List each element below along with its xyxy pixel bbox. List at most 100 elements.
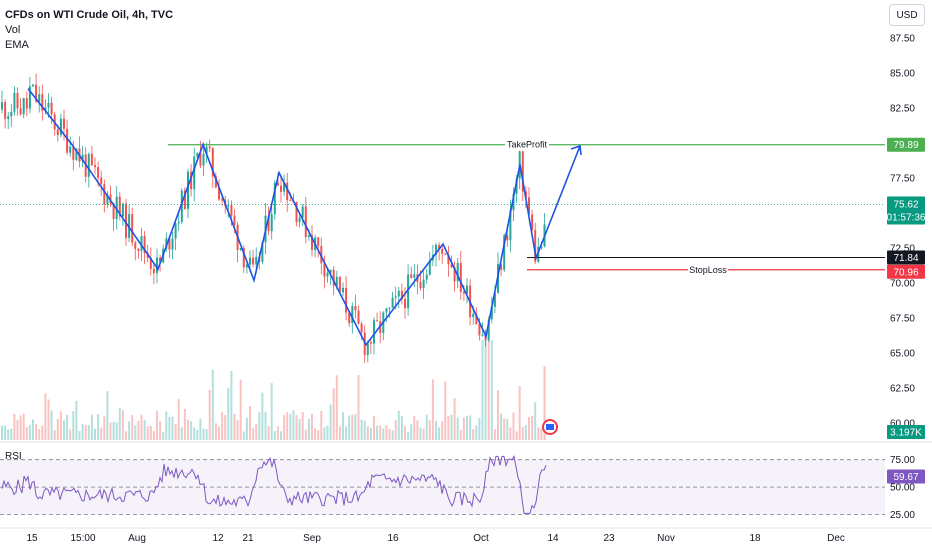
volume-bar <box>72 411 75 440</box>
pattern-zigzag-line[interactable] <box>27 88 581 347</box>
volume-bar <box>298 418 301 440</box>
candle-body <box>373 320 375 344</box>
candle-body <box>4 102 7 119</box>
volume-bar <box>205 429 208 440</box>
candle-body <box>56 129 59 136</box>
stop-loss-price-tag: 70.96 <box>893 267 918 278</box>
volume-bar <box>345 426 348 440</box>
candle-body <box>444 253 447 255</box>
volume-bar <box>171 416 174 440</box>
candle-body <box>38 94 41 102</box>
rsi-tick-label: 25.00 <box>890 510 915 521</box>
volume-bar <box>410 424 413 440</box>
candle-body <box>404 298 406 309</box>
rsi-value-tag-bg <box>887 469 925 484</box>
volume-bar <box>320 410 323 440</box>
volume-bar <box>177 399 180 440</box>
candle-body <box>394 296 397 298</box>
candle-body <box>19 108 22 115</box>
volume-bar <box>326 425 329 440</box>
candle-body <box>196 152 199 157</box>
candle-body <box>425 274 428 280</box>
legend-vol[interactable]: Vol <box>5 24 21 36</box>
volume-bar <box>329 404 332 440</box>
candle-body <box>354 305 357 311</box>
volume-bar <box>84 425 87 440</box>
volume-bar <box>38 429 41 440</box>
candle-body <box>360 323 363 333</box>
time-tick-label: Aug <box>128 533 146 544</box>
volume-bar <box>540 428 543 440</box>
volume-bar <box>391 430 394 440</box>
candle-body <box>63 118 65 129</box>
candle-body <box>332 269 335 286</box>
candle-body <box>270 214 273 232</box>
volume-bar <box>484 340 487 440</box>
volume-bar <box>466 415 468 440</box>
volume-bar <box>159 421 162 440</box>
candle-body <box>165 238 168 249</box>
rsi-value-tag: 59.67 <box>893 472 918 483</box>
volume-bar <box>118 407 121 440</box>
volume-bar <box>218 426 220 440</box>
volume-bar <box>81 424 84 440</box>
volume-bar <box>230 370 233 440</box>
volume-bar <box>317 430 320 440</box>
candle-body <box>540 246 543 248</box>
volume-bar <box>103 416 106 440</box>
time-tick-label: 23 <box>603 533 615 544</box>
candle-body <box>137 248 140 252</box>
volume-bar <box>292 410 295 440</box>
candle-body <box>311 235 313 250</box>
volume-bar <box>224 415 227 440</box>
volume-bar <box>66 414 69 440</box>
flag-icon-inner <box>546 424 554 430</box>
candle-body <box>75 148 78 160</box>
volume-bar <box>32 419 34 440</box>
candle-body <box>13 92 16 112</box>
volume-bar <box>134 425 137 440</box>
volume-bar <box>183 408 186 440</box>
volume-bar <box>149 425 152 440</box>
rsi-label[interactable]: RSI <box>5 451 22 462</box>
volume-bar <box>413 416 416 440</box>
candle-body <box>140 236 143 252</box>
arrow-head <box>570 144 582 156</box>
volume-bar <box>497 390 499 440</box>
candle-body <box>456 263 459 282</box>
volume-bar <box>152 431 155 440</box>
candle-body <box>447 254 450 265</box>
volume-bar <box>404 426 406 440</box>
candle-body <box>59 118 62 136</box>
candle-body <box>221 199 224 201</box>
candle-body <box>326 272 329 277</box>
volume-bar <box>469 415 472 440</box>
time-tick-label: 18 <box>749 533 761 544</box>
entry-price-tag-bg <box>887 250 925 265</box>
volume-bar <box>335 375 338 440</box>
candle-body <box>202 153 205 166</box>
candle-body <box>205 146 208 154</box>
candle-body <box>521 151 524 192</box>
candle-body <box>87 153 90 177</box>
candle-body <box>534 229 537 262</box>
candle-body <box>35 84 38 102</box>
volume-bar <box>63 420 65 440</box>
volume-bar <box>521 427 524 440</box>
volume-bar <box>444 381 447 440</box>
candle-body <box>72 146 75 160</box>
candle-body <box>115 196 118 219</box>
volume-bar <box>537 427 540 440</box>
candle-body <box>112 203 115 219</box>
candle-body <box>66 128 69 153</box>
currency-button[interactable]: USD <box>889 4 925 26</box>
candle-body <box>357 310 360 324</box>
volume-bar <box>416 420 419 440</box>
candle-body <box>273 182 276 215</box>
candle-body <box>211 148 214 177</box>
volume-bar <box>481 340 484 440</box>
volume-bar <box>128 421 131 440</box>
legend-ema[interactable]: EMA <box>5 39 29 51</box>
volume-bar <box>397 411 400 440</box>
